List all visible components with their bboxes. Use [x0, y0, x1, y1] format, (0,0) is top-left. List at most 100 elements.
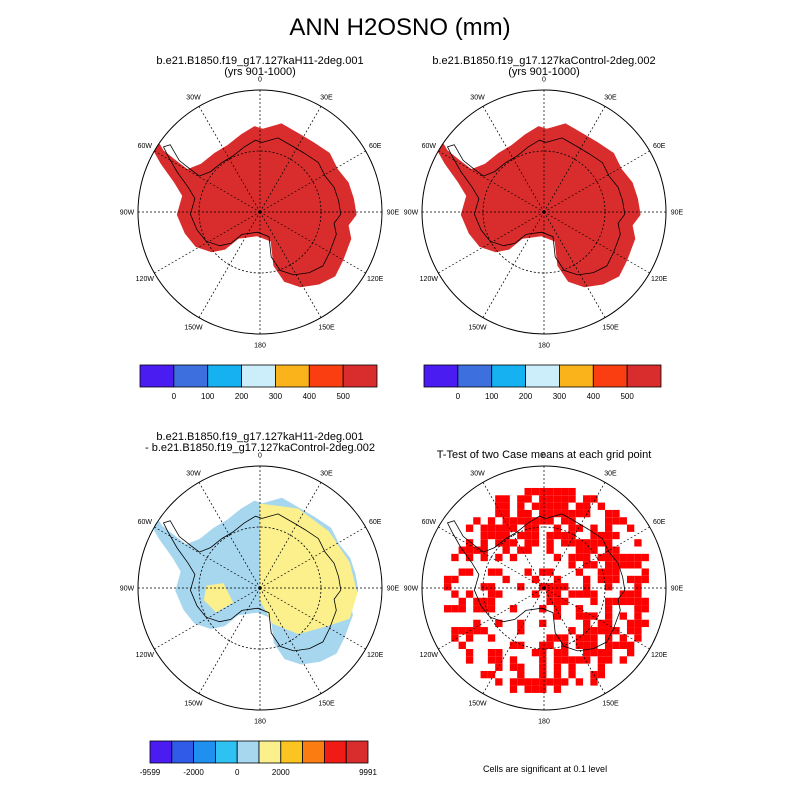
p4-sig-cell [553, 656, 562, 664]
p4-sig-cell [575, 539, 584, 547]
p4-sig-cell [524, 685, 532, 693]
p4-sig-cell [451, 553, 459, 562]
p2-lon-label: 60W [422, 143, 437, 150]
p4-sig-cell [568, 670, 576, 679]
p2-lon-label: 180 [538, 343, 550, 350]
p4-lon-label: 60W [422, 519, 437, 526]
p1-meridian [154, 150, 261, 213]
p3-positive-field [260, 503, 358, 635]
p3-lon-label: 0 [258, 453, 262, 460]
p4-sig-cell [495, 539, 503, 547]
p4-sig-cell [509, 641, 518, 649]
p4-sig-cell [597, 553, 605, 562]
p4-sig-cell [605, 612, 613, 620]
p4-sig-cell [487, 670, 496, 679]
p4-sig-cell [634, 553, 642, 562]
p4-sig-cell [546, 495, 554, 503]
p4-sig-cell [495, 619, 503, 628]
p4-lon-label: 150E [602, 701, 619, 708]
p4-sig-cell [553, 612, 562, 620]
p4-lon-label: 120E [651, 652, 668, 659]
p4-sig-cell [546, 597, 554, 606]
colorbar-top-left-label: 100 [201, 392, 215, 401]
p4-lon-label: 30W [470, 470, 485, 477]
p4-map: 0 30E 60E 90E 120E 150E 180 150W 120W 90W 60W 30W [404, 453, 684, 726]
p4-sig-cell [465, 656, 474, 664]
p4-sig-cell [465, 590, 474, 598]
p4-sig-cell [575, 546, 584, 554]
p4-sig-cell [634, 590, 642, 598]
p4-sig-cell [458, 641, 466, 649]
p4-sig-cell [458, 546, 466, 554]
p4-sig-cell [495, 656, 503, 664]
p4-sig-cell [561, 517, 569, 525]
p1-meridian [198, 106, 261, 213]
p3-meridian [198, 482, 261, 589]
p2-lon-label: 30E [604, 94, 617, 101]
p4-sig-cell [605, 656, 613, 664]
panel3-title-line1: b.e21.B1850.f19_g17.127kaH11-2deg.001 [156, 431, 364, 443]
p4-sig-cell [495, 553, 503, 562]
p3-coastline [162, 513, 342, 652]
p4-sig-cell [502, 546, 510, 554]
p4-sig-cell [458, 627, 466, 635]
p4-sig-cell [517, 531, 525, 540]
p4-sig-cell [539, 670, 547, 679]
p4-sig-cell [626, 575, 635, 584]
p4-sig-cell [524, 546, 532, 554]
p4-sig-cell [546, 502, 554, 510]
p4-sig-cell [575, 509, 584, 518]
p4-sig-cell [465, 634, 474, 642]
p4-sig-cell [590, 561, 598, 569]
p1-meridian [198, 211, 261, 318]
p4-sig-cell [443, 605, 452, 613]
p1-coastline [162, 137, 342, 276]
p3-lon-label: 60E [369, 519, 382, 526]
p4-sig-cell [480, 539, 488, 547]
p3-meridian [259, 587, 322, 694]
p4-lon-label: 90E [671, 586, 684, 593]
p2-lon-label: 30W [470, 94, 485, 101]
p2-meridian [482, 106, 545, 213]
p4-sig-cell [634, 583, 642, 591]
p4-sig-cell [575, 612, 584, 620]
colorbar-bottom-swatch [193, 740, 216, 764]
p4-sig-cell [634, 634, 642, 642]
p4-sig-cell [626, 553, 635, 562]
p4-sig-cell [575, 641, 584, 649]
panel1-title-line2: (yrs 901-1000) [224, 66, 296, 78]
p4-sig-cell [531, 524, 540, 532]
p4-sig-cell [575, 568, 584, 576]
p4-sig-cell [509, 524, 518, 532]
colorbar-top-left-swatch [207, 364, 242, 388]
p4-sig-cell [539, 502, 547, 510]
p3-lon-label: 120W [136, 652, 155, 659]
p4-sig-cell [568, 656, 576, 664]
p4-sig-cell [495, 524, 503, 532]
p4-sig-cell [605, 597, 613, 606]
p4-sig-cell [517, 663, 525, 671]
p4-sig-cell [605, 583, 613, 591]
p1-field [144, 123, 357, 288]
p4-sig-cell [509, 517, 518, 525]
p4-sig-cell [465, 553, 474, 562]
p3-lon-label: 150E [318, 701, 335, 708]
colorbar-top-right: 0 100 200 300 400 500 [423, 364, 662, 401]
p4-sig-cell [509, 553, 518, 562]
p2-meridian [543, 211, 606, 318]
p4-sig-cell [524, 531, 532, 540]
p4-sig-cell [553, 670, 562, 679]
p1-lon-label: 30E [320, 94, 333, 101]
panel2-title: b.e21.B1850.f19_g17.127kaControl-2deg.00… [394, 56, 694, 78]
p3-lon-label: 60W [138, 519, 153, 526]
p4-sig-cell [605, 649, 613, 657]
p2-lon-label: 60E [653, 143, 666, 150]
p4-map-border [421, 465, 667, 711]
p4-sig-cell [641, 605, 649, 613]
colorbar-top-left-label: 300 [269, 392, 283, 401]
p4-sig-cell [539, 678, 547, 686]
p4-sig-cell [509, 539, 518, 547]
p4-sig-cell [487, 597, 496, 606]
colorbar-top-right-label: 100 [485, 392, 499, 401]
colorbar-top-right-label: 500 [620, 392, 634, 401]
